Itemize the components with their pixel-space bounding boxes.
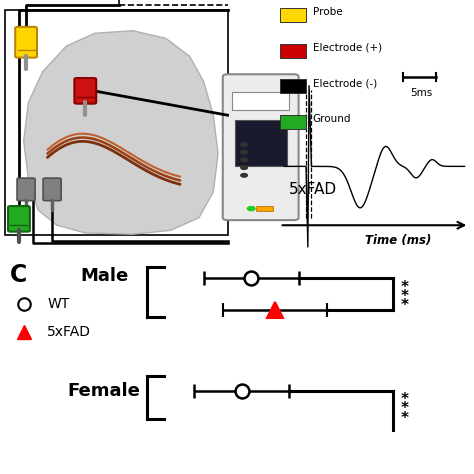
Circle shape [241, 173, 247, 177]
Bar [256, 206, 273, 211]
Text: C: C [9, 263, 27, 286]
FancyBboxPatch shape [15, 27, 37, 58]
Text: 5xFAD: 5xFAD [289, 182, 337, 197]
Circle shape [241, 166, 247, 169]
FancyBboxPatch shape [74, 78, 96, 104]
FancyBboxPatch shape [17, 178, 35, 201]
Text: Female: Female [68, 383, 141, 401]
Bar [235, 120, 287, 166]
Bar [280, 44, 306, 58]
Text: 5xFAD: 5xFAD [47, 325, 91, 339]
Text: Ground: Ground [313, 114, 351, 124]
Bar [280, 8, 306, 22]
Text: *: * [401, 411, 409, 426]
Text: *: * [401, 280, 409, 295]
Text: WT: WT [47, 297, 70, 311]
Circle shape [247, 207, 255, 210]
Text: Electrode (+): Electrode (+) [313, 42, 382, 52]
Bar [232, 92, 289, 110]
Circle shape [241, 151, 247, 154]
Bar [280, 79, 306, 93]
FancyBboxPatch shape [8, 206, 30, 232]
Polygon shape [24, 31, 218, 234]
Circle shape [241, 158, 247, 162]
Text: Electrode (-): Electrode (-) [313, 78, 377, 88]
FancyBboxPatch shape [43, 178, 61, 201]
Text: Probe: Probe [313, 7, 343, 17]
Bar [280, 115, 306, 129]
FancyBboxPatch shape [223, 74, 299, 220]
Circle shape [241, 143, 247, 146]
Bar [5, 10, 228, 236]
Text: Male: Male [80, 267, 128, 285]
Text: *: * [401, 401, 409, 416]
Text: *: * [401, 289, 409, 304]
Text: *: * [401, 392, 409, 407]
Text: *: * [401, 298, 409, 312]
Text: 5ms: 5ms [410, 88, 432, 98]
Text: Time (ms): Time (ms) [365, 234, 431, 247]
